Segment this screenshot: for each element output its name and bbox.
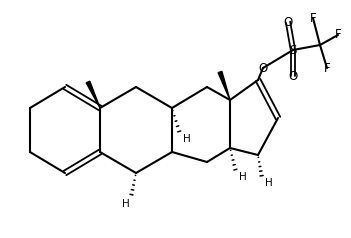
Text: H: H <box>122 199 130 209</box>
Text: S: S <box>289 44 297 56</box>
Text: F: F <box>310 11 316 25</box>
Text: O: O <box>289 69 298 83</box>
Polygon shape <box>218 71 230 100</box>
Polygon shape <box>86 81 100 108</box>
Text: F: F <box>335 29 341 41</box>
Text: O: O <box>283 15 293 29</box>
Text: H: H <box>183 134 191 144</box>
Text: F: F <box>324 61 330 74</box>
Text: H: H <box>239 172 247 182</box>
Text: O: O <box>258 61 267 74</box>
Text: H: H <box>265 178 273 188</box>
